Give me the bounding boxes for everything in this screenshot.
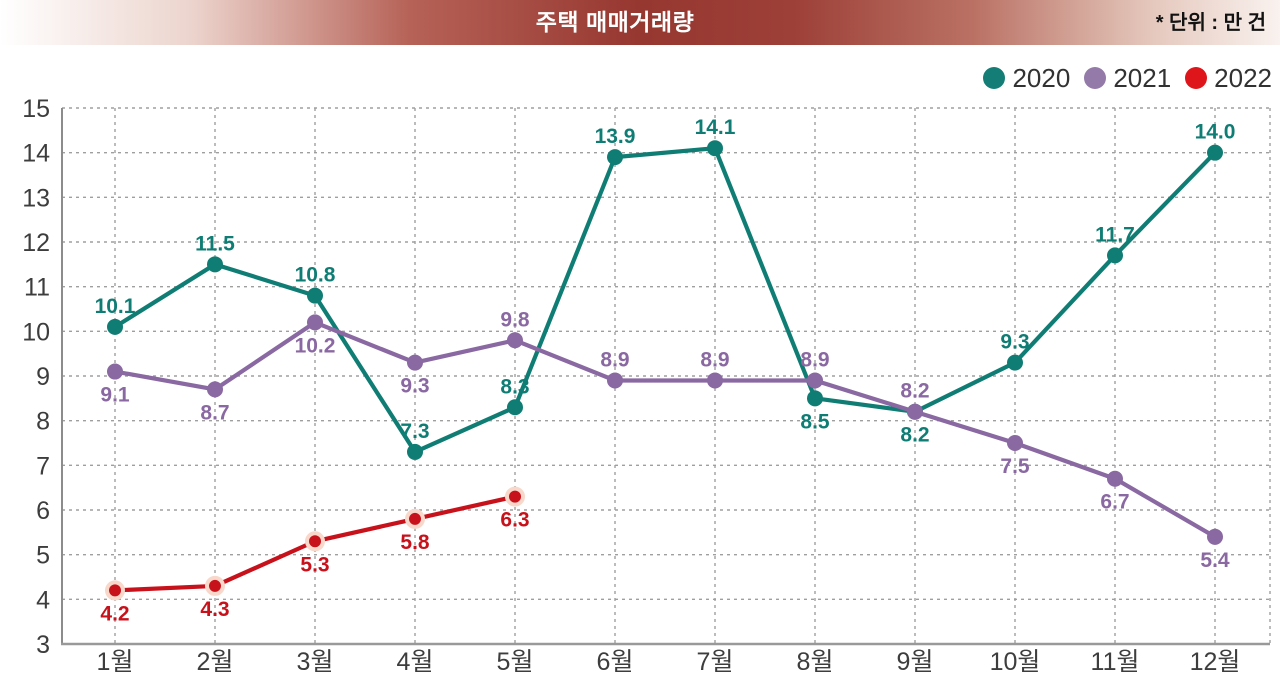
value-label-2021-8월: 8.9	[800, 348, 829, 371]
legend-label-2020: 2020	[1012, 62, 1071, 93]
value-label-2021-11월: 6.7	[1100, 491, 1129, 514]
x-tick-label: 10월	[990, 648, 1041, 676]
point-2021-9월	[907, 403, 923, 420]
point-2020-5월	[507, 399, 523, 416]
point-2021-4월	[407, 354, 423, 371]
value-label-2022-2월: 4.3	[200, 598, 229, 621]
point-2020-4월	[407, 443, 423, 460]
point-2021-10월	[1007, 435, 1023, 451]
value-label-2021-6월: 8.9	[600, 348, 629, 371]
value-label-2020-5월: 8.3	[500, 375, 529, 398]
point-2022-1월	[105, 580, 125, 601]
x-tick-label: 1월	[97, 648, 134, 676]
value-label-2021-7월: 8.9	[700, 348, 729, 371]
value-label-2021-5월: 9.8	[500, 308, 530, 331]
legend-label-2022: 2022	[1214, 62, 1272, 93]
value-label-2020-9월: 8.2	[900, 424, 929, 447]
point-2021-8월	[807, 372, 823, 389]
legend-item-2020: 2020	[983, 63, 1070, 94]
x-tick-label: 2월	[197, 648, 234, 676]
value-label-2021-10월: 7.5	[1000, 455, 1030, 478]
x-tick-label: 9월	[897, 648, 934, 676]
point-2020-12월	[1207, 144, 1223, 161]
value-label-2022-4월: 5.8	[400, 531, 430, 554]
value-label-2020-11월: 11.7	[1095, 223, 1135, 246]
point-2022-5월	[505, 486, 525, 507]
y-tick-label: 8	[36, 408, 50, 436]
value-label-2020-3월: 10.8	[295, 264, 336, 287]
value-label-2020-12월: 14.0	[1195, 121, 1236, 144]
x-tick-label: 11월	[1091, 648, 1140, 676]
y-tick-label: 15	[22, 95, 50, 123]
value-label-2021-1월: 9.1	[100, 384, 130, 407]
point-2021-2월	[207, 381, 223, 398]
legend-label-2021: 2021	[1113, 62, 1172, 93]
title-banner: 주택 매매거래량 * 단위 : 만 건	[0, 0, 1280, 45]
point-2020-7월	[707, 140, 723, 157]
y-tick-label: 10	[22, 318, 50, 346]
value-label-2020-7월: 14.1	[695, 116, 736, 139]
value-label-2021-9월: 8.2	[900, 380, 929, 403]
value-label-2021-3월: 10.2	[295, 334, 336, 357]
y-tick-label: 6	[36, 497, 50, 525]
point-2021-1월	[107, 363, 123, 380]
x-tick-label: 7월	[697, 648, 734, 676]
line-2021	[112, 320, 1218, 539]
legend-dot-2021-icon	[1084, 67, 1107, 89]
chart-title: 주택 매매거래량	[535, 9, 695, 35]
y-tick-label: 13	[22, 184, 50, 212]
value-label-2021-4월: 9.3	[400, 375, 429, 398]
y-tick-label: 7	[36, 452, 50, 480]
point-2021-11월	[1107, 470, 1123, 487]
value-label-2021-2월: 8.7	[200, 401, 229, 424]
y-tick-label: 12	[22, 229, 50, 257]
x-tick-label: 6월	[597, 648, 634, 676]
point-2021-5월	[507, 332, 523, 349]
unit-note: * 단위 : 만 건	[1155, 12, 1266, 34]
value-label-2020-2월: 11.5	[195, 232, 235, 255]
y-tick-label: 5	[36, 542, 50, 570]
legend-dot-2022-icon	[1185, 67, 1208, 89]
point-2020-6월	[607, 149, 623, 166]
point-2021-7월	[707, 372, 723, 389]
point-2020-3월	[307, 287, 323, 304]
x-tick-label: 3월	[297, 648, 334, 676]
point-2021-6월	[607, 372, 623, 389]
x-tick-label: 8월	[797, 648, 834, 676]
x-tick-label: 12월	[1190, 648, 1241, 676]
value-label-2020-10월: 9.3	[1000, 331, 1029, 354]
y-tick-label: 9	[36, 363, 50, 391]
legend: 2020 2021 2022	[983, 62, 1272, 94]
value-label-2021-12월: 5.4	[1200, 549, 1230, 572]
point-2021-12월	[1207, 528, 1223, 545]
value-label-2020-6월: 13.9	[595, 125, 636, 148]
value-label-2020-1월: 10.1	[95, 295, 136, 318]
line-2020	[112, 146, 1218, 455]
point-2022-2월	[205, 575, 225, 596]
value-label-2022-5월: 6.3	[500, 509, 529, 532]
point-2020-10월	[1007, 354, 1023, 371]
y-tick-label: 3	[36, 631, 50, 659]
point-2021-3월	[307, 314, 323, 331]
value-label-2022-1월: 4.2	[100, 602, 129, 625]
legend-item-2022: 2022	[1185, 63, 1272, 94]
point-2020-11월	[1107, 247, 1123, 264]
value-label-2022-3월: 5.3	[300, 553, 329, 576]
legend-item-2021: 2021	[1084, 63, 1171, 94]
y-tick-label: 4	[36, 586, 50, 614]
value-label-2020-4월: 7.3	[400, 420, 429, 443]
point-2020-8월	[807, 390, 823, 407]
y-tick-label: 14	[22, 140, 50, 168]
legend-dot-2020-icon	[983, 67, 1006, 89]
point-2022-4월	[405, 508, 425, 529]
x-tick-label: 5월	[497, 648, 534, 676]
value-label-2020-8월: 8.5	[800, 410, 830, 433]
point-2022-3월	[305, 531, 325, 552]
point-2020-2월	[207, 256, 223, 273]
x-tick-label: 4월	[397, 648, 434, 676]
point-2020-1월	[107, 318, 123, 335]
y-tick-label: 11	[24, 274, 50, 302]
